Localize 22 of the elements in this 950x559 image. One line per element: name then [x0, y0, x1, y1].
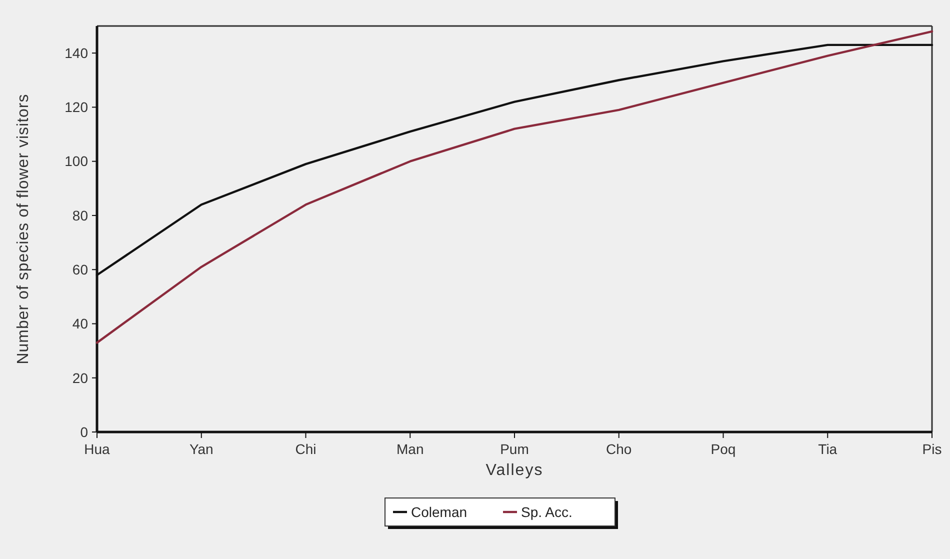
x-tick-label: Pis	[922, 441, 942, 457]
y-axis-title: Number of species of flower visitors	[15, 94, 32, 364]
y-tick-label: 100	[64, 153, 88, 170]
x-tick-label: Hua	[84, 441, 110, 457]
legend-label: Coleman	[411, 504, 468, 520]
x-tick-label: Pum	[500, 441, 529, 457]
y-tick-label: 0	[80, 424, 88, 440]
x-tick-label: Chi	[295, 441, 316, 457]
line-series	[96, 30, 934, 344]
x-tick-label: Cho	[606, 441, 632, 457]
x-tick-label: Tia	[818, 441, 838, 457]
y-tick-label: 20	[72, 370, 88, 386]
y-tick-label: 60	[72, 262, 88, 278]
x-axis-title: Valleys	[486, 462, 544, 479]
legend-label: Sp. Acc.	[521, 504, 572, 520]
y-tick-label: 40	[72, 316, 88, 332]
x-tick-label: Poq	[710, 441, 736, 457]
y-tick-label: 140	[64, 44, 88, 61]
y-tick-label: 120	[64, 99, 88, 116]
x-tick-label: Man	[396, 441, 424, 457]
x-tick-label: Yan	[189, 441, 214, 457]
y-tick-label: 80	[72, 207, 88, 224]
